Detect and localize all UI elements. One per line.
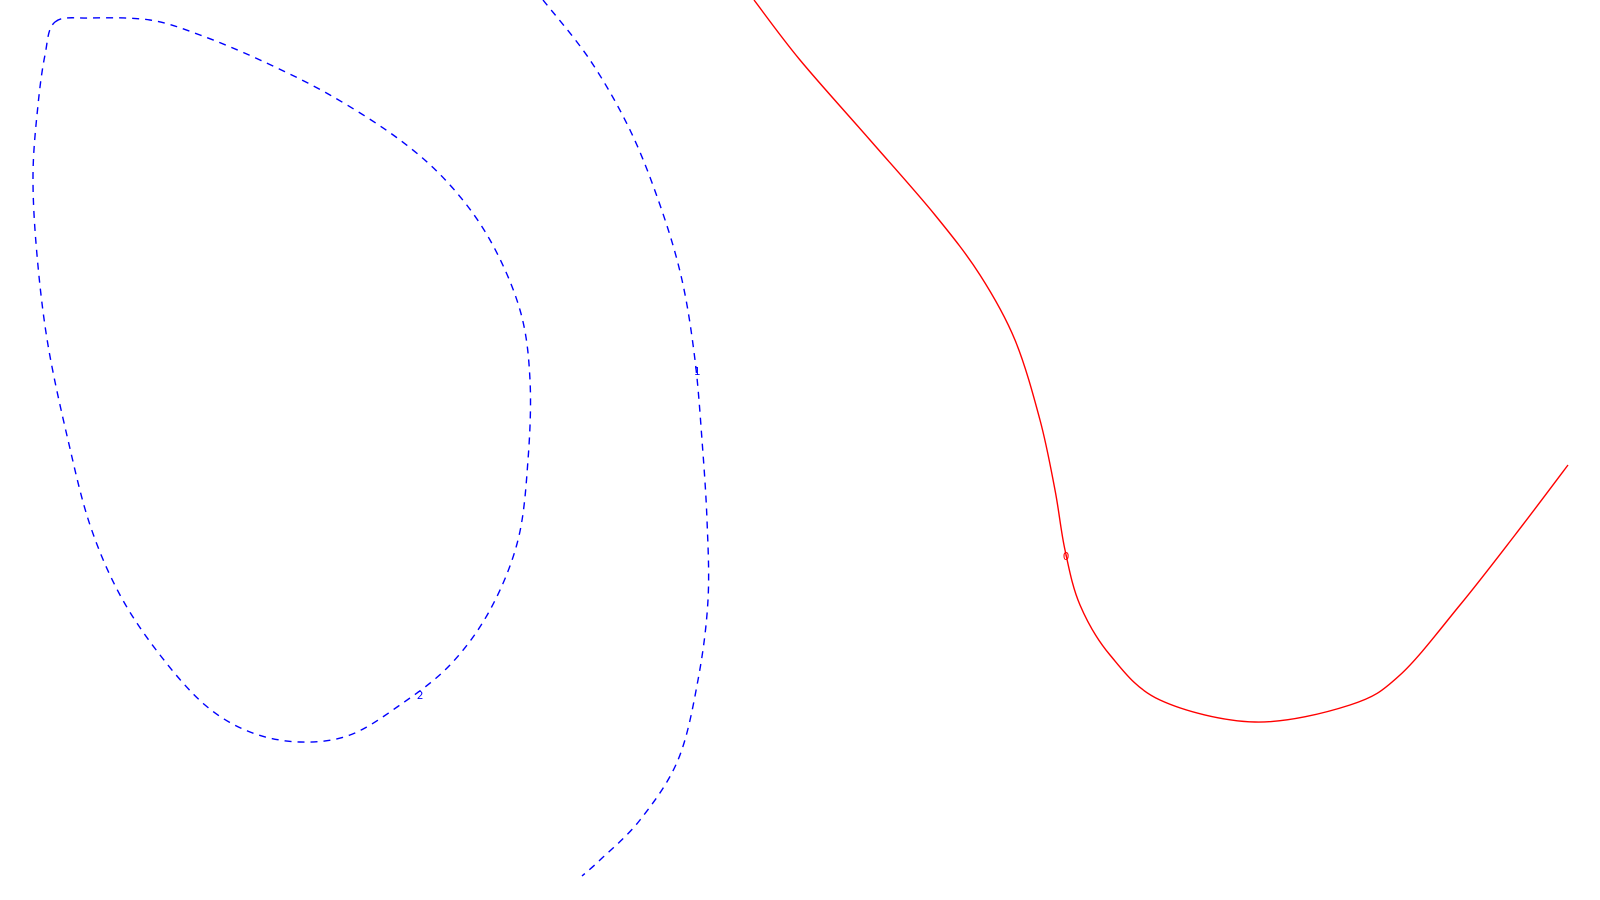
contour-line-level-1 (542, 0, 710, 877)
contour-line-level-2 (32, 17, 532, 743)
contour-labels: 2 1 0 (417, 365, 1070, 702)
contour-label-1: 1 (694, 365, 701, 378)
contour-label-2: 2 (417, 689, 424, 702)
contour-lines (32, 0, 1569, 877)
contour-line-level-0 (753, 0, 1569, 723)
contour-label-0: 0 (1063, 550, 1070, 563)
